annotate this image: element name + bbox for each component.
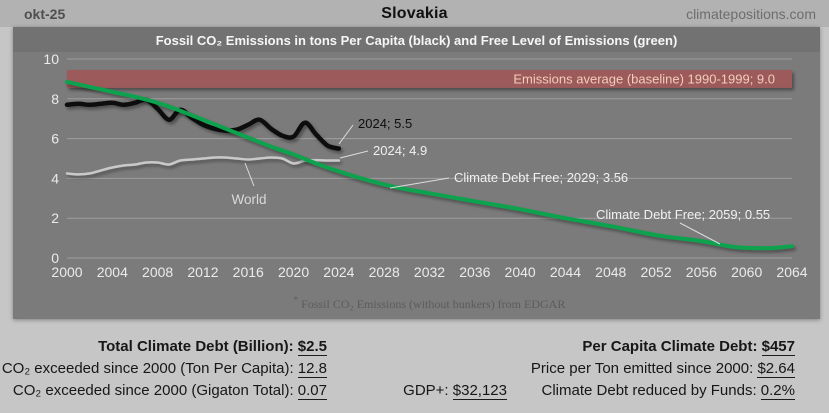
chart-footnote: * Fossil CO₂ Emissions (without bunkers)… <box>67 295 792 312</box>
stat-label: CO₂ exceeded since 2000 (Gigaton Total): <box>12 382 298 399</box>
gridlines <box>67 58 792 259</box>
chart-title-strip <box>13 27 820 52</box>
free-level-line <box>65 79 794 251</box>
footnote-text: Fossil CO₂ Emissions (without bunkers) f… <box>301 297 566 311</box>
svg-text:2044: 2044 <box>550 264 581 280</box>
svg-text:10: 10 <box>43 51 59 67</box>
stat-value: $32,123 <box>452 382 507 400</box>
stat-label: Total Climate Debt (Billion): <box>98 338 298 355</box>
stat-value: 12.8 <box>297 360 327 378</box>
stat-value: $457 <box>761 338 795 356</box>
page-header: okt-25 Slovakia climatepositions.com <box>0 0 829 27</box>
annotation-2024-world: 2024; 4.9 <box>373 143 427 158</box>
svg-text:2: 2 <box>51 210 59 226</box>
stat-label: Climate Debt reduced by Funds: <box>541 382 761 399</box>
stats-left-column: Total Climate Debt (Billion): $2.5 CO₂ e… <box>0 336 327 402</box>
footnote-asterisk: * <box>293 295 299 305</box>
svg-text:2024: 2024 <box>323 264 354 280</box>
total-climate-debt-row: Total Climate Debt (Billion): $2.5 <box>0 336 327 358</box>
gdp-row: GDP+: $32,123 <box>360 380 507 402</box>
svg-text:2004: 2004 <box>97 264 128 280</box>
annotation-debt-free-2029: Climate Debt Free; 2029; 3.56 <box>454 170 628 185</box>
x-axis-labels: 2000 2004 2008 2012 2016 2020 2024 2028 2032 2036… <box>51 264 807 280</box>
leader-2024-world <box>339 150 369 159</box>
stat-label: Per Capita Climate Debt: <box>582 338 762 355</box>
svg-text:2056: 2056 <box>686 264 717 280</box>
stat-label: GDP+: <box>403 382 453 399</box>
chart-title: Fossil CO₂ Emissions in tons Per Capita … <box>155 33 678 48</box>
leader-2024-black <box>338 124 354 145</box>
baseline-band <box>67 69 792 88</box>
emissions-chart: Fossil CO₂ Emissions in tons Per Capita … <box>13 27 820 319</box>
stat-label: CO₂ exceeded since 2000 (Ton Per Capita)… <box>1 360 298 377</box>
svg-text:2040: 2040 <box>505 264 536 280</box>
svg-text:2028: 2028 <box>369 264 400 280</box>
svg-text:2000: 2000 <box>51 264 82 280</box>
price-per-ton-row: Price per Ton emitted since 2000: $2.64 <box>415 358 795 380</box>
co2-exceeded-percapita-row: CO₂ exceeded since 2000 (Ton Per Capita)… <box>0 358 327 380</box>
svg-text:2064: 2064 <box>776 264 807 280</box>
svg-text:8: 8 <box>51 91 59 107</box>
stat-value: $2.64 <box>757 360 795 378</box>
debt-reduced-by-funds-row: Climate Debt reduced by Funds: 0.2% <box>415 380 795 402</box>
svg-text:2052: 2052 <box>640 264 671 280</box>
svg-text:0: 0 <box>51 250 59 266</box>
svg-text:2032: 2032 <box>414 264 445 280</box>
date-label: okt-25 <box>24 6 66 22</box>
leader-debt-free-2029 <box>389 177 450 189</box>
svg-text:2036: 2036 <box>459 264 490 280</box>
annotation-2024-black: 2024; 5.5 <box>358 116 412 131</box>
country-emissions-line <box>64 97 342 151</box>
leader-world-label <box>244 162 255 187</box>
world-label: World <box>231 192 266 207</box>
world-line <box>65 156 341 176</box>
percapita-climate-debt-row: Per Capita Climate Debt: $457 <box>415 336 795 358</box>
baseline-label: Emissions average (baseline) 1990-1999; … <box>513 72 775 87</box>
chart-plot: Emissions average (baseline) 1990-1999; … <box>43 51 807 280</box>
svg-text:2012: 2012 <box>187 264 218 280</box>
stats-right-column: Per Capita Climate Debt: $457 Price per … <box>415 336 795 402</box>
leader-debt-free-2059 <box>679 222 721 245</box>
svg-text:2016: 2016 <box>233 264 264 280</box>
site-label: climatepositions.com <box>686 6 816 22</box>
svg-text:2048: 2048 <box>595 264 626 280</box>
stat-label: Price per Ton emitted since 2000: <box>530 360 758 377</box>
svg-text:4: 4 <box>51 170 59 186</box>
y-axis-labels: 0 2 4 6 8 10 <box>43 51 59 266</box>
co2-exceeded-gigaton-row: CO₂ exceeded since 2000 (Gigaton Total):… <box>0 380 327 402</box>
annotation-debt-free-2059: Climate Debt Free; 2059; 0.55 <box>596 207 770 222</box>
stat-value: 0.07 <box>297 382 327 400</box>
svg-text:6: 6 <box>51 131 59 147</box>
stat-value: $2.5 <box>297 338 327 356</box>
stat-value: 0.2% <box>760 382 795 400</box>
svg-text:2008: 2008 <box>142 264 173 280</box>
svg-text:2060: 2060 <box>731 264 762 280</box>
country-title: Slovakia <box>381 5 448 22</box>
svg-text:2020: 2020 <box>278 264 309 280</box>
